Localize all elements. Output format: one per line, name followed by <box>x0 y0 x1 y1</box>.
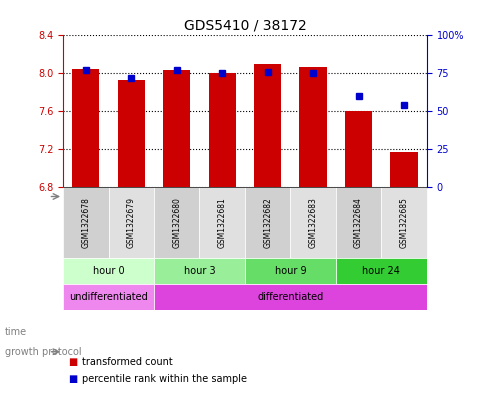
Text: ■: ■ <box>68 374 77 384</box>
Text: GSM1322681: GSM1322681 <box>217 197 226 248</box>
Bar <box>163 70 190 187</box>
Text: ■: ■ <box>68 356 77 367</box>
Bar <box>344 111 372 187</box>
Text: differentiated: differentiated <box>257 292 323 303</box>
FancyBboxPatch shape <box>335 258 426 285</box>
FancyBboxPatch shape <box>153 258 244 285</box>
Text: percentile rank within the sample: percentile rank within the sample <box>82 374 247 384</box>
FancyBboxPatch shape <box>153 285 426 310</box>
Text: GSM1322683: GSM1322683 <box>308 197 317 248</box>
Text: GSM1322678: GSM1322678 <box>81 197 90 248</box>
Text: GSM1322680: GSM1322680 <box>172 197 181 248</box>
Bar <box>299 67 326 187</box>
FancyBboxPatch shape <box>63 285 153 310</box>
Bar <box>72 68 99 187</box>
FancyBboxPatch shape <box>244 187 290 258</box>
Bar <box>117 80 145 187</box>
Text: GSM1322684: GSM1322684 <box>353 197 363 248</box>
FancyBboxPatch shape <box>244 258 335 285</box>
Text: hour 9: hour 9 <box>274 266 305 276</box>
Text: growth protocol: growth protocol <box>5 347 81 357</box>
FancyBboxPatch shape <box>199 187 244 258</box>
FancyBboxPatch shape <box>108 187 153 258</box>
FancyBboxPatch shape <box>335 187 380 258</box>
Text: GSM1322679: GSM1322679 <box>126 197 136 248</box>
FancyBboxPatch shape <box>63 258 153 285</box>
FancyBboxPatch shape <box>63 187 108 258</box>
Text: GSM1322682: GSM1322682 <box>263 197 272 248</box>
Text: hour 0: hour 0 <box>92 266 124 276</box>
Title: GDS5410 / 38172: GDS5410 / 38172 <box>183 19 306 33</box>
FancyBboxPatch shape <box>290 187 335 258</box>
Text: hour 24: hour 24 <box>362 266 399 276</box>
FancyBboxPatch shape <box>153 187 199 258</box>
Bar <box>390 152 417 187</box>
Text: GSM1322685: GSM1322685 <box>399 197 408 248</box>
Text: transformed count: transformed count <box>82 356 173 367</box>
Bar <box>208 73 235 187</box>
Text: hour 3: hour 3 <box>183 266 215 276</box>
Text: undifferentiated: undifferentiated <box>69 292 148 303</box>
Text: time: time <box>5 327 27 337</box>
Bar <box>254 64 281 187</box>
FancyBboxPatch shape <box>380 187 426 258</box>
